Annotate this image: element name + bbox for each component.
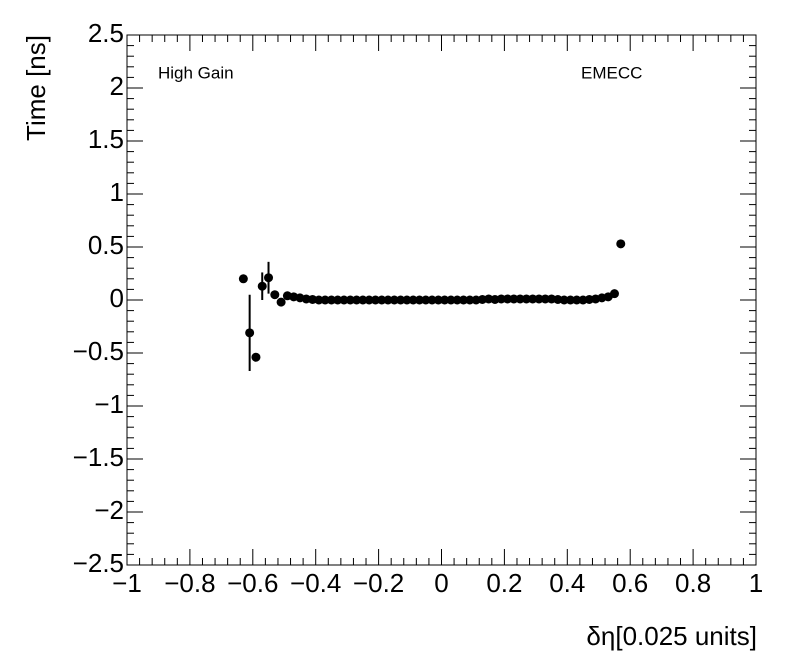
x-tick-label: 0.6	[612, 568, 648, 598]
x-tick-label: 0	[434, 568, 448, 598]
data-point	[433, 295, 443, 305]
data-point	[345, 295, 355, 305]
data-point	[377, 295, 387, 305]
y-axis-label: Time [ns]	[21, 35, 51, 141]
data-point	[245, 328, 255, 338]
x-tick-label: −0.4	[290, 568, 341, 598]
data-point	[364, 295, 374, 305]
data-point	[257, 281, 267, 291]
data-point	[270, 290, 280, 300]
data-point	[521, 294, 531, 304]
data-point	[465, 295, 475, 305]
data-point	[320, 295, 330, 305]
x-tick-label: 0.8	[675, 568, 711, 598]
data-point	[534, 294, 544, 304]
y-tick-label: −1	[94, 389, 124, 419]
data-point	[314, 295, 324, 305]
data-point	[396, 295, 406, 305]
y-tick-label: 1.5	[88, 124, 124, 154]
data-point	[565, 295, 575, 305]
y-tick-label: −2.5	[73, 548, 124, 578]
data-point	[238, 274, 248, 284]
y-tick-label: −2	[94, 495, 124, 525]
data-point	[559, 295, 569, 305]
data-point	[609, 289, 619, 299]
data-point	[352, 295, 362, 305]
annotation: EMECC	[581, 63, 642, 82]
annotation: High Gain	[158, 63, 234, 82]
data-point	[408, 295, 418, 305]
x-axis-label: δη[0.025 units]	[586, 621, 757, 651]
data-point	[339, 295, 349, 305]
data-point	[616, 239, 626, 249]
x-tick-label: −0.8	[164, 568, 215, 598]
data-point	[421, 295, 431, 305]
data-point	[333, 295, 343, 305]
data-point	[572, 295, 582, 305]
data-point	[446, 295, 456, 305]
y-tick-label: 1	[110, 177, 124, 207]
data-point	[528, 294, 538, 304]
data-point	[264, 273, 274, 283]
y-tick-label: −1.5	[73, 442, 124, 472]
x-tick-label: −0.2	[353, 568, 404, 598]
x-tick-label: 1	[749, 568, 763, 598]
y-tick-label: 2	[110, 71, 124, 101]
y-tick-label: 0.5	[88, 230, 124, 260]
data-point	[452, 295, 462, 305]
y-tick-label: 2.5	[88, 18, 124, 48]
data-point	[540, 294, 550, 304]
data-point	[515, 294, 525, 304]
x-tick-label: 0.4	[549, 568, 585, 598]
y-tick-label: −0.5	[73, 336, 124, 366]
data-point	[440, 295, 450, 305]
data-point	[496, 294, 506, 304]
data-point	[389, 295, 399, 305]
data-point	[402, 295, 412, 305]
data-point	[358, 295, 368, 305]
data-point	[276, 297, 286, 307]
data-point	[509, 294, 519, 304]
data-point	[414, 295, 424, 305]
x-tick-label: 0.2	[486, 568, 522, 598]
data-point	[251, 352, 261, 362]
x-tick-label: −1	[112, 568, 142, 598]
data-point	[427, 295, 437, 305]
data-point	[370, 295, 380, 305]
data-point	[383, 295, 393, 305]
data-point	[503, 294, 513, 304]
y-tick-label: 0	[110, 283, 124, 313]
data-point	[459, 295, 469, 305]
data-point	[326, 295, 336, 305]
x-tick-label: −0.6	[227, 568, 278, 598]
